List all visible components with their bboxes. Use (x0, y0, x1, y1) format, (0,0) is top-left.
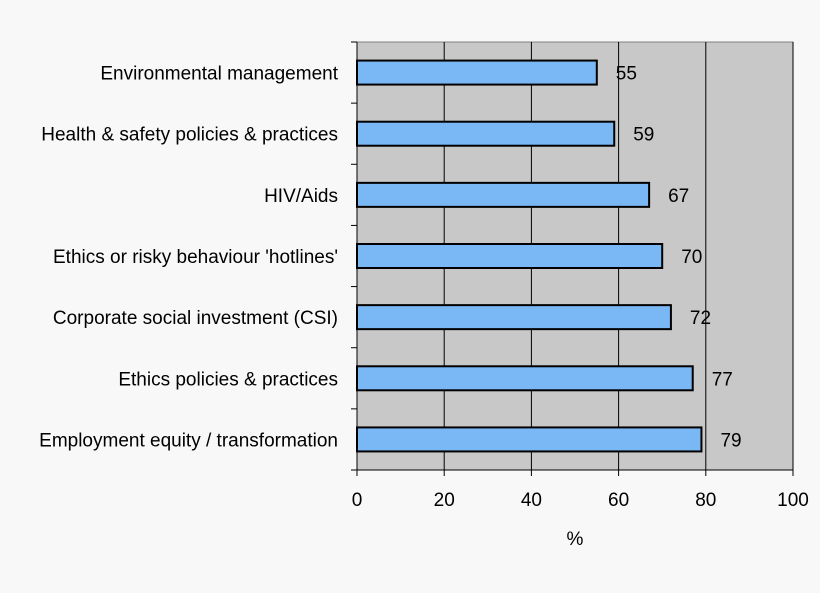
x-tick-label-80: 80 (695, 490, 716, 511)
labels: 0 20 40 60 80 100 Environmental management 55 He… (39, 64, 809, 511)
category-label-4: Ethics or risky behaviour 'hotlines' (53, 247, 338, 268)
x-tick-label-60: 60 (608, 490, 629, 511)
category-label-1: Environmental management (100, 64, 338, 85)
data-label-7: 79 (720, 430, 741, 451)
category-label-5: Corporate social investment (CSI) (53, 308, 338, 329)
bars (356, 59, 703, 453)
bar-1 (356, 59, 598, 86)
bar-5 (356, 304, 672, 331)
bar-7 (356, 426, 703, 453)
category-label-6: Ethics policies & practices (118, 369, 338, 390)
x-axis-title: % (567, 529, 584, 550)
x-tick-label-40: 40 (521, 490, 542, 511)
data-label-6: 77 (712, 369, 733, 390)
data-label-2: 59 (633, 125, 654, 146)
bar-6 (356, 365, 694, 392)
category-label-3: HIV/Aids (264, 186, 338, 207)
x-tick-label-0: 0 (352, 490, 363, 511)
bar-2 (356, 120, 616, 147)
bar-3 (356, 181, 651, 208)
bar-4 (356, 243, 664, 269)
x-tick-label-100: 100 (777, 490, 809, 511)
data-label-4: 70 (681, 247, 702, 268)
data-label-1: 55 (616, 64, 637, 85)
category-label-2: Health & safety policies & practices (41, 125, 338, 146)
data-label-3: 67 (668, 186, 689, 207)
data-label-5: 72 (690, 308, 711, 329)
category-label-7: Employment equity / transformation (39, 430, 338, 451)
x-tick-label-20: 20 (434, 490, 455, 511)
